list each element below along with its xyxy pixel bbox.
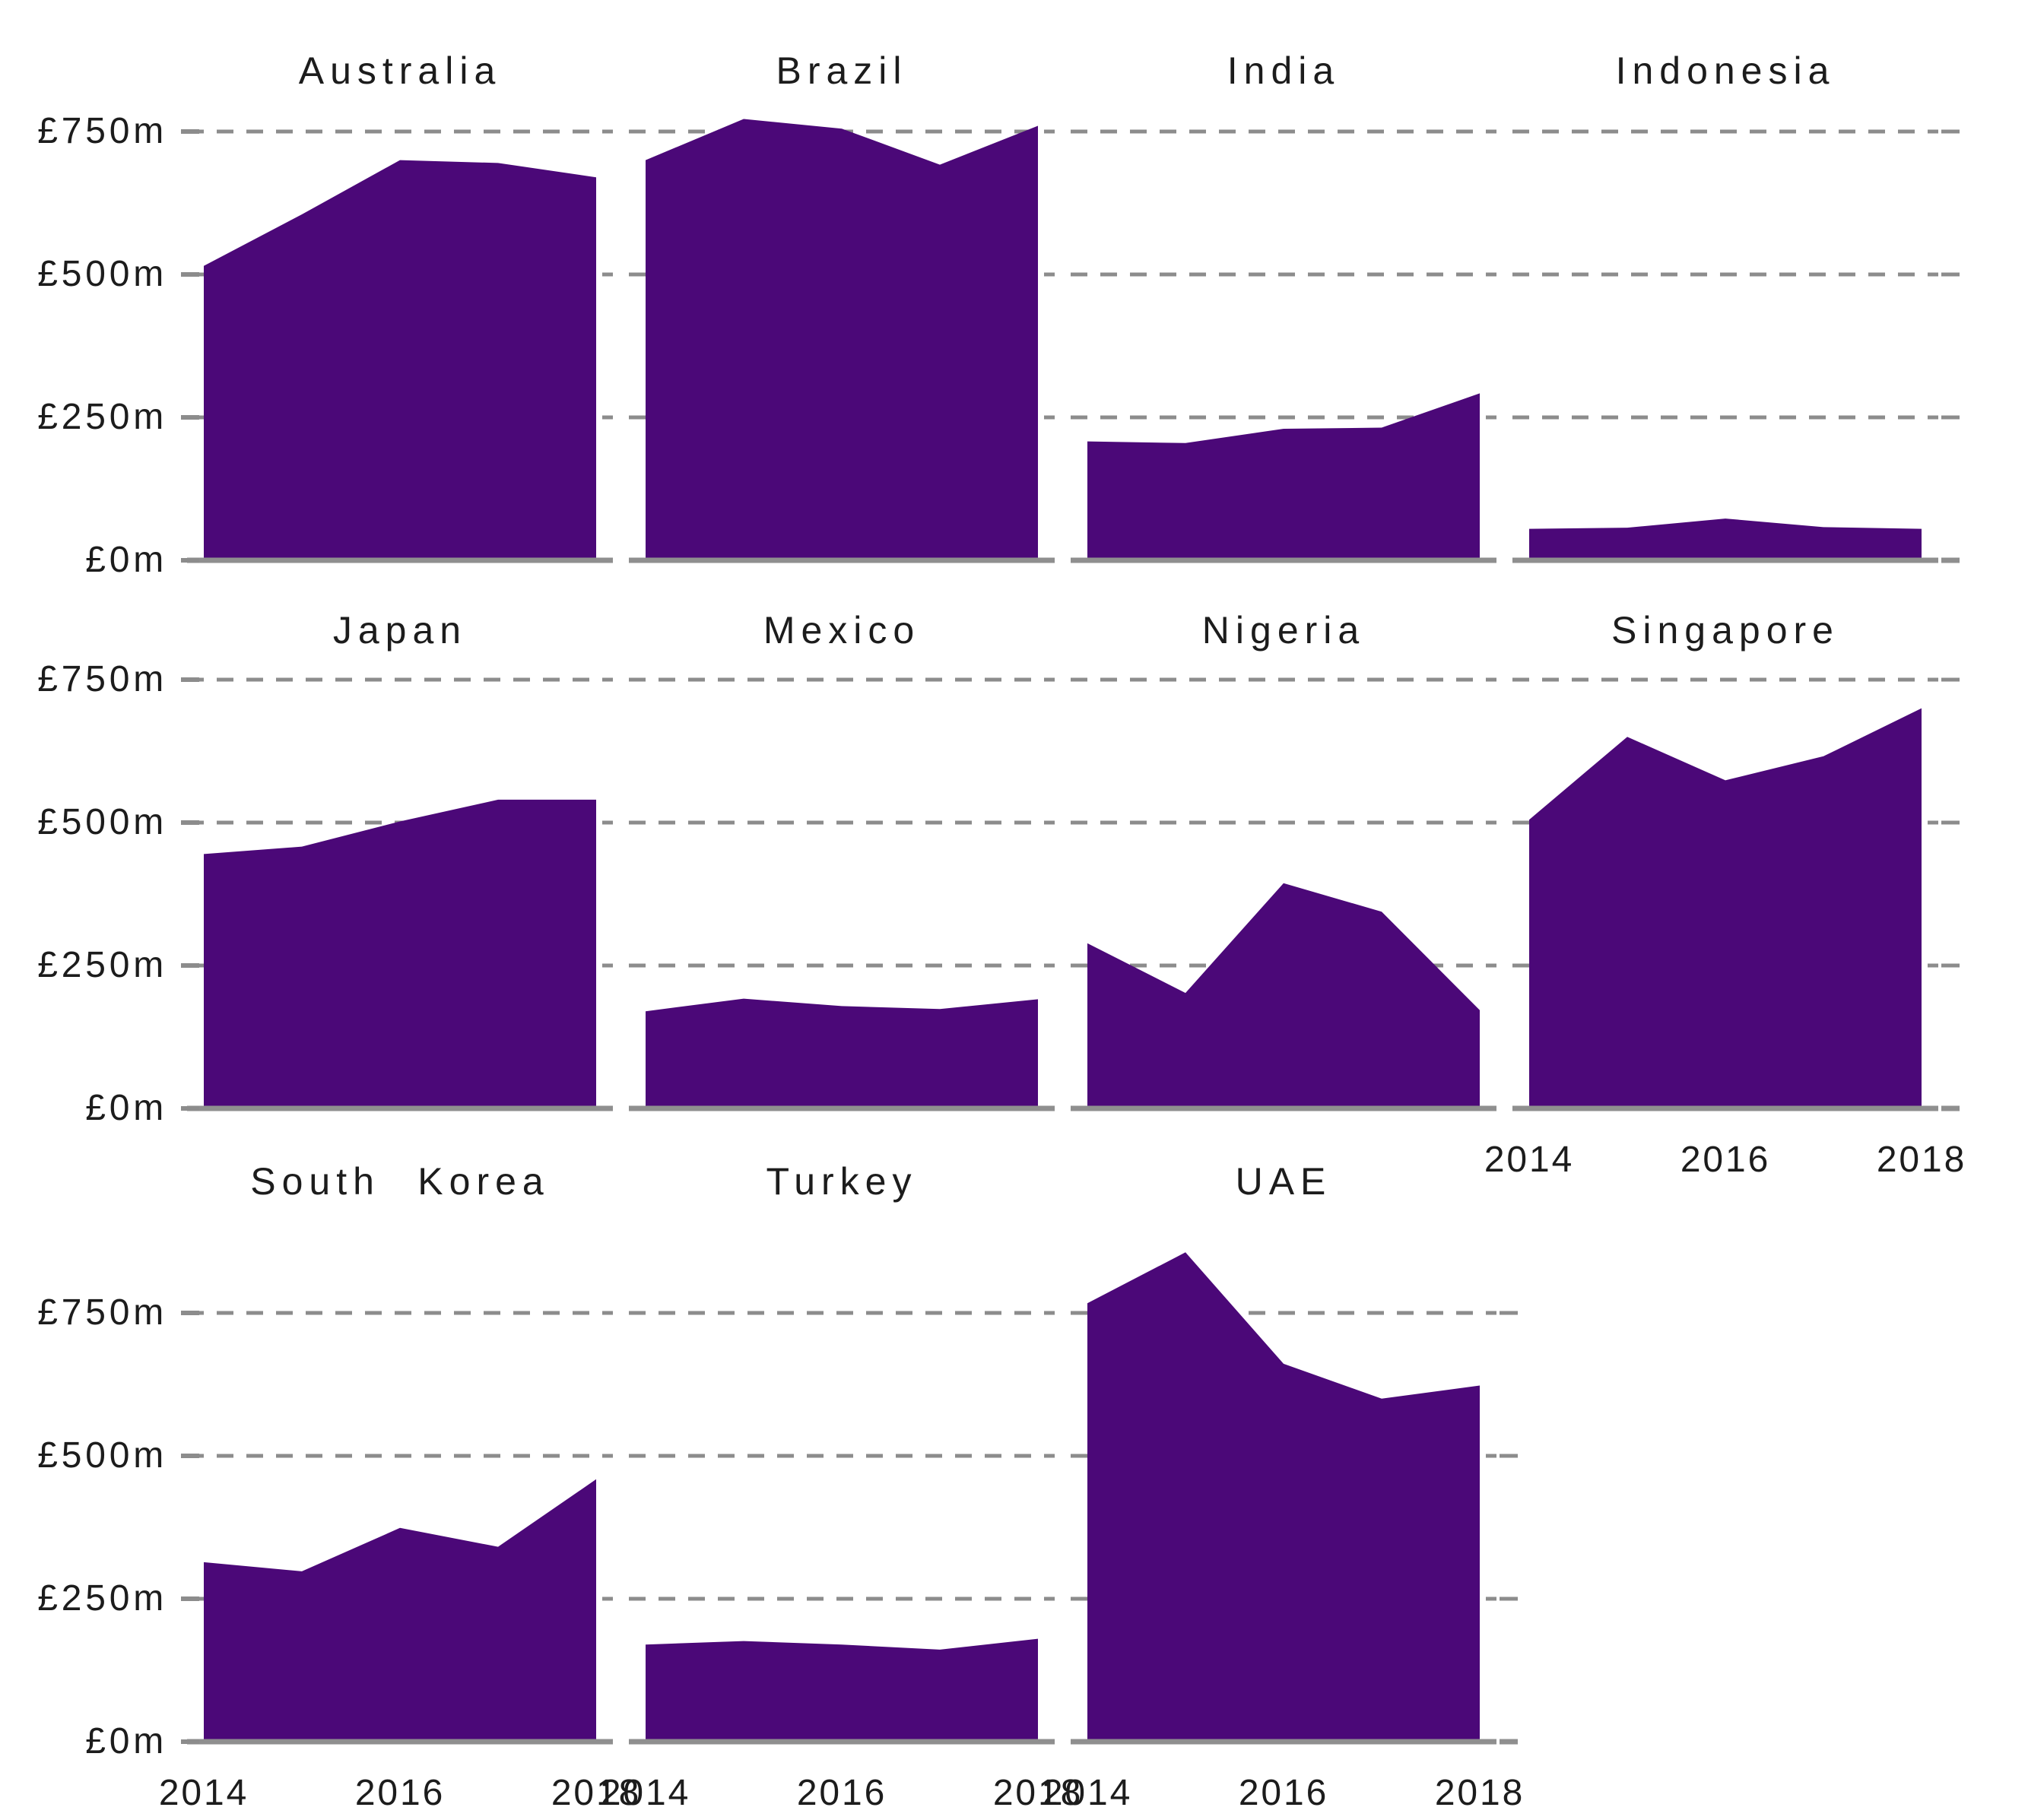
y-axis-label-250: £250m [37,945,167,985]
y-axis-label-500: £500m [37,1435,167,1476]
panel-title-japan: Japan [332,609,468,652]
panel-plot-india [1071,129,1496,563]
panel-title-turkey: Turkey [766,1160,918,1203]
area-shape-brazil [646,119,1038,560]
y-axis-label-750: £750m [37,1292,167,1333]
panel-title-singapore: Singapore [1611,609,1839,652]
y-axis-label-0: £0m [85,1088,167,1128]
panel-title-australia: Australia [298,49,502,92]
y-axis-label-0: £0m [85,540,167,580]
y-axis-tick-750 [181,677,199,682]
x-axis-label-2016: 2016 [796,1773,887,1813]
panel-title-brazil: Brazil [776,49,908,92]
y-axis-label-250: £250m [37,1578,167,1619]
panel-plot-south-korea [187,1311,613,1745]
x-axis-label-2016: 2016 [1238,1773,1329,1813]
panel-plot-mexico [629,677,1055,1111]
y-axis-label-750: £750m [37,111,167,151]
y-axis-tick-750 [181,129,199,134]
y-axis-tick-0 [181,1739,199,1744]
panel-plot-indonesia [1512,129,1960,563]
panel-plot-uae [1071,1252,1518,1745]
area-shape-mexico [646,998,1038,1108]
x-axis-label-2014: 2014 [1042,1773,1133,1813]
panel-plot-japan [187,677,613,1111]
area-shape-south-korea [204,1479,596,1742]
y-axis-tick-0 [181,1106,199,1111]
x-axis-label-2014: 2014 [600,1773,691,1813]
y-axis-tick-250 [181,963,199,968]
panel-title-south-korea: South Korea [250,1160,550,1203]
y-axis-tick-750 [181,1311,199,1315]
panel-plot-nigeria [1071,677,1496,1111]
y-axis-tick-0 [181,558,199,563]
y-axis-label-500: £500m [37,802,167,842]
x-axis-label-2016: 2016 [1680,1140,1771,1180]
x-axis-label-2018: 2018 [1434,1773,1525,1813]
area-shape-australia [204,160,596,561]
x-axis-label-2014: 2014 [1484,1140,1575,1180]
x-axis-label-2018: 2018 [551,1773,642,1813]
panel-plot-singapore [1512,677,1960,1111]
area-shape-singapore [1529,708,1922,1108]
panel-title-uae: UAE [1235,1160,1332,1203]
panel-plot-turkey [629,1311,1055,1745]
panel-title-india: India [1227,49,1341,92]
area-shape-india [1087,393,1480,560]
x-axis-label-2016: 2016 [354,1773,446,1813]
x-axis-label-2018: 2018 [1876,1140,1967,1180]
y-axis-label-250: £250m [37,397,167,437]
panel-title-mexico: Mexico [763,609,921,652]
y-axis-tick-250 [181,1596,199,1601]
panel-plot-australia [187,129,613,563]
area-shape-nigeria [1087,883,1480,1108]
panel-plot-brazil [629,119,1055,563]
y-axis-label-750: £750m [37,659,167,699]
y-axis-tick-500 [181,1454,199,1458]
panel-title-nigeria: Nigeria [1201,609,1366,652]
area-shape-uae [1087,1252,1480,1742]
area-shape-japan [204,799,596,1108]
x-axis-label-2018: 2018 [992,1773,1084,1813]
area-shape-indonesia [1529,518,1922,560]
panel-title-indonesia: Indonesia [1615,49,1836,92]
x-axis-label-2014: 2014 [158,1773,249,1813]
area-shape-turkey [646,1638,1038,1742]
y-axis-label-500: £500m [37,254,167,294]
y-axis-tick-500 [181,820,199,825]
y-axis-label-0: £0m [85,1721,167,1761]
y-axis-tick-500 [181,272,199,277]
y-axis-tick-250 [181,415,199,420]
